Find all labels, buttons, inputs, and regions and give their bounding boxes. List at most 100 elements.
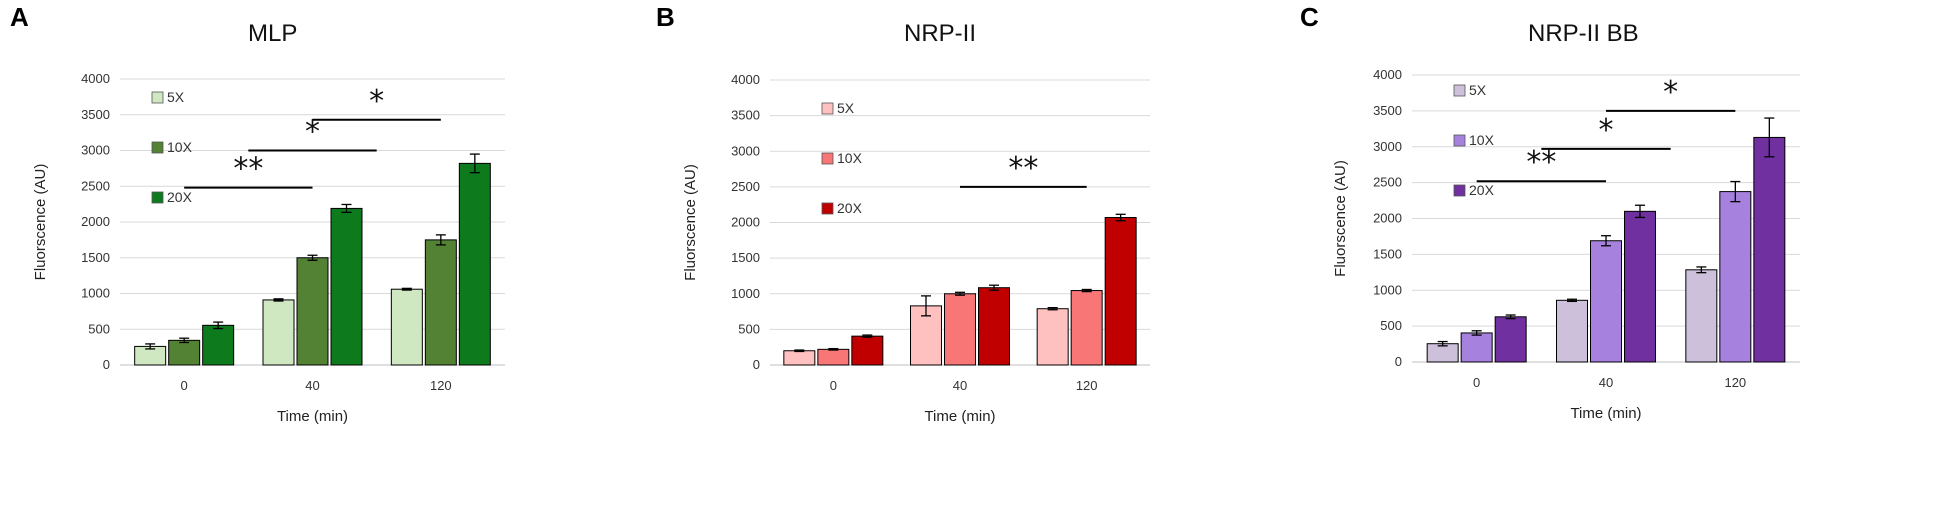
y-tick-label: 4000 <box>81 71 110 86</box>
error-bar <box>1471 330 1482 336</box>
y-tick-label: 500 <box>1380 318 1402 333</box>
bar-5x-120 <box>390 288 423 366</box>
panel-letter-b: B <box>656 2 675 32</box>
bar-10x-0 <box>1460 332 1493 363</box>
y-axis-title: Fluorscence (AU) <box>32 164 49 281</box>
y-tick-label: 2000 <box>1373 211 1402 226</box>
error-bar <box>145 343 156 350</box>
x-tick-label: 0 <box>1473 375 1480 390</box>
y-axis-title: Fluorscence (AU) <box>682 164 699 281</box>
legend-swatch-10x <box>151 141 164 154</box>
bar-20x-120 <box>1104 217 1137 366</box>
y-tick-label: 3000 <box>81 143 110 158</box>
bar-5x-120 <box>1685 269 1718 363</box>
y-tick-label: 3500 <box>1373 103 1402 118</box>
x-axis-title: Time (min) <box>924 408 995 425</box>
chart-title-nrp-ii: NRP-II <box>904 20 976 47</box>
error-bar <box>862 334 873 338</box>
y-tick-label: 1500 <box>731 250 760 265</box>
bar-10x-120 <box>1070 290 1103 366</box>
chart-panel-a: A MLP 0 500 1000 1500 2000 2500 3000 3500 4000 0 4… <box>0 0 650 530</box>
error-bar <box>1696 266 1707 274</box>
y-tick-label: 0 <box>1395 354 1402 369</box>
panel-letter-c: C <box>1300 2 1319 32</box>
y-tick-label: 4000 <box>731 72 760 87</box>
bar-10x-40 <box>1590 240 1622 363</box>
y-tick-label: 500 <box>738 321 760 336</box>
error-bar <box>828 347 839 351</box>
error-bar <box>921 295 931 317</box>
y-tick-label: 1500 <box>81 250 110 265</box>
bar-10x-0 <box>168 339 201 366</box>
significance-marker: * <box>1599 113 1614 148</box>
x-tick-label: 0 <box>830 378 837 393</box>
legend-label-20x: 20X <box>167 189 193 205</box>
y-tick-label: 0 <box>103 357 110 372</box>
y-axis-title: Fluorscence (AU) <box>1332 160 1349 277</box>
y-tick-label: 3000 <box>1373 139 1402 154</box>
legend-swatch-5x <box>151 91 164 104</box>
x-tick-label: 40 <box>305 378 319 393</box>
legend-swatch-5x <box>1453 84 1466 97</box>
bar-5x-40 <box>262 299 295 366</box>
bar-10x-40 <box>296 257 329 366</box>
error-bar <box>1115 213 1126 222</box>
bar-20x-0 <box>851 335 884 366</box>
bar-10x-40 <box>944 293 976 366</box>
error-bar <box>1567 298 1577 303</box>
bar-chart-nrp-ii: 0 500 1000 1500 2000 2500 3000 3500 4000 0 40 120 Ti… <box>682 72 1150 425</box>
legend-swatch-20x <box>151 191 164 204</box>
bar-5x-0 <box>783 350 816 366</box>
bar-20x-40 <box>1624 210 1656 363</box>
bar-10x-120 <box>424 239 457 366</box>
legend-label-10x: 10X <box>837 150 863 166</box>
bar-10x-120 <box>1719 191 1752 363</box>
y-tick-label: 1000 <box>81 286 110 301</box>
error-bar <box>273 298 284 302</box>
legend-label-10x: 10X <box>167 139 193 155</box>
y-tick-label: 2500 <box>81 178 110 193</box>
x-tick-label: 120 <box>1724 375 1746 390</box>
bar-20x-40 <box>330 207 363 366</box>
error-bar <box>1505 314 1516 320</box>
legend-swatch-10x <box>1453 134 1466 147</box>
error-bar <box>1764 117 1775 158</box>
error-bar <box>213 321 224 330</box>
bar-20x-0 <box>202 324 235 366</box>
chart-title-nrp-ii-bb: NRP-II BB <box>1528 20 1639 47</box>
error-bar <box>341 203 352 213</box>
legend-swatch-20x <box>1453 184 1466 197</box>
significance-marker: * <box>369 84 384 119</box>
error-bar <box>989 284 999 291</box>
y-tick-label: 0 <box>753 357 760 372</box>
bar-20x-40 <box>978 287 1010 366</box>
bar-5x-40 <box>1556 299 1588 363</box>
error-bar <box>1081 288 1092 293</box>
y-tick-label: 1500 <box>1373 246 1402 261</box>
x-tick-label: 0 <box>181 378 188 393</box>
bar-20x-120 <box>458 162 491 366</box>
error-bar <box>794 349 805 353</box>
bar-5x-120 <box>1036 308 1069 366</box>
error-bar <box>179 337 190 344</box>
error-bar <box>307 254 318 261</box>
error-bar <box>1635 204 1645 219</box>
significance-marker: * <box>305 115 320 150</box>
x-tick-label: 40 <box>953 378 967 393</box>
y-tick-label: 3500 <box>81 107 110 122</box>
error-bar <box>1730 180 1741 203</box>
x-tick-label: 120 <box>1076 378 1098 393</box>
error-bar <box>1047 306 1058 311</box>
legend-swatch-5x <box>821 102 834 115</box>
legend-swatch-10x <box>821 152 834 165</box>
y-tick-label: 1000 <box>1373 282 1402 297</box>
y-tick-label: 500 <box>88 321 110 336</box>
bar-20x-0 <box>1494 316 1527 363</box>
bar-chart-mlp: 0 500 1000 1500 2000 2500 3000 3500 4000 0 40 120 Ti… <box>32 71 505 425</box>
legend-label-20x: 20X <box>1469 182 1495 198</box>
legend-label-5x: 5X <box>1469 82 1487 98</box>
legend-label-20x: 20X <box>837 200 863 216</box>
error-bar <box>1437 340 1448 347</box>
significance-marker: ** <box>233 152 263 187</box>
bar-20x-120 <box>1753 136 1786 363</box>
